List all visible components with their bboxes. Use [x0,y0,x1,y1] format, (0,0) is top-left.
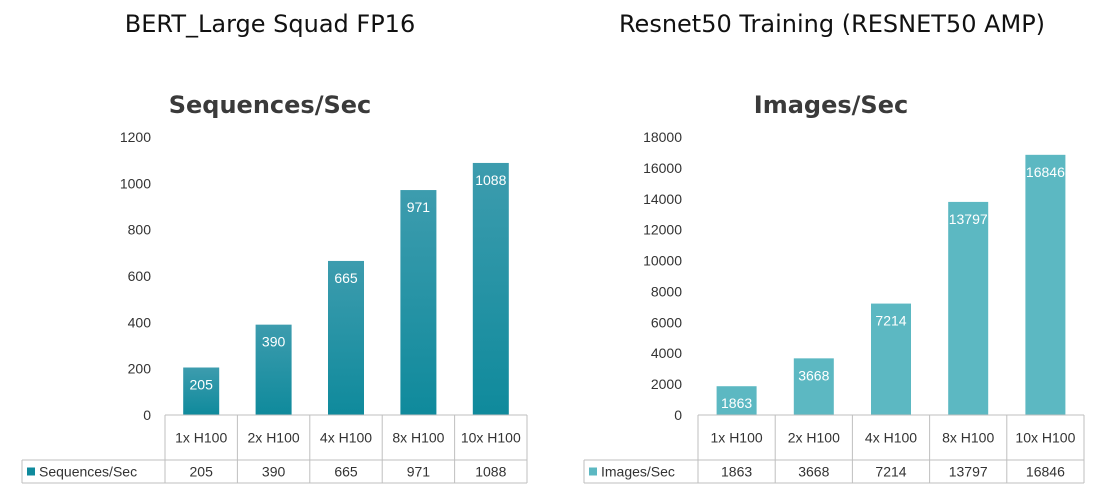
table-value: 1863 [721,464,752,480]
bar [400,190,437,415]
chart-panel-bert: BERT_Large Squad FP16 Sequences/Sec 0 200 4… [0,0,540,489]
data-label: 1863 [721,395,752,411]
y-tick-label: 16000 [643,160,682,176]
y-tick-label: 800 [128,222,152,238]
x-tick-label: 1x H100 [175,430,227,446]
table-value: 3668 [798,464,829,480]
y-tick-label: 0 [143,407,151,423]
chart-panel-resnet: Resnet50 Training (RESNET50 AMP) Images/… [560,0,1104,489]
table-value: 1088 [475,464,506,480]
bar [472,162,509,415]
bar [255,324,292,415]
legend-swatch [27,467,35,476]
table-value: 13797 [949,464,988,480]
x-tick-label: 2x H100 [248,430,300,446]
bar [1025,154,1066,416]
x-tick-label: 10x H100 [461,430,521,446]
chart-title: Sequences/Sec [169,91,372,119]
x-tick-label: 8x H100 [392,430,444,446]
table-value: 971 [407,464,431,480]
data-label: 205 [190,377,214,393]
bar [183,367,220,415]
x-tick-label: 8x H100 [942,430,994,446]
data-label: 1088 [475,172,506,188]
data-label: 7214 [875,313,906,329]
legend-label: Images/Sec [601,464,675,480]
y-tick-label: 0 [674,407,682,423]
data-label: 665 [334,270,358,286]
bert-bar-chart: Sequences/Sec 0 200 400 600 800 1000 1200 205 390… [21,91,528,484]
table-value: 390 [262,464,286,480]
legend-label: Sequences/Sec [39,464,137,480]
y-tick-label: 200 [128,361,152,377]
data-label: 13797 [949,211,988,227]
y-tick-label: 1000 [120,175,151,191]
y-tick-label: 12000 [643,222,682,238]
table-value: 205 [190,464,214,480]
chart-title: Images/Sec [754,91,908,119]
bar [871,303,911,415]
x-tick-label: 1x H100 [711,430,763,446]
bar [716,386,757,415]
y-tick-label: 18000 [643,129,682,145]
table-value: 665 [334,464,358,480]
x-tick-label: 4x H100 [865,430,917,446]
data-label: 971 [407,199,431,215]
bar [948,201,989,415]
x-tick-label: 4x H100 [320,430,372,446]
y-tick-label: 6000 [651,314,682,330]
legend-swatch [589,467,597,476]
data-label: 390 [262,334,286,350]
y-tick-label: 1200 [120,129,151,145]
bar [793,358,834,415]
x-tick-label: 10x H100 [1015,430,1075,446]
y-tick-label: 14000 [643,191,682,207]
data-label: 16846 [1026,164,1065,180]
resnet-bar-chart: Images/Sec 0 2000 4000 6000 8000 10000 12000 140… [583,91,1085,484]
x-tick-label: 2x H100 [788,430,840,446]
table-value: 7214 [875,464,906,480]
table-value: 16846 [1026,464,1065,480]
data-label: 3668 [798,367,829,383]
y-tick-label: 8000 [651,283,682,299]
chart-heading: BERT_Large Squad FP16 [124,10,416,38]
y-tick-label: 600 [128,268,152,284]
y-tick-label: 400 [128,314,152,330]
chart-heading: Resnet50 Training (RESNET50 AMP) [618,10,1046,38]
y-tick-label: 10000 [643,253,682,269]
y-tick-label: 4000 [651,345,682,361]
y-tick-label: 2000 [651,376,682,392]
bar [328,260,364,415]
